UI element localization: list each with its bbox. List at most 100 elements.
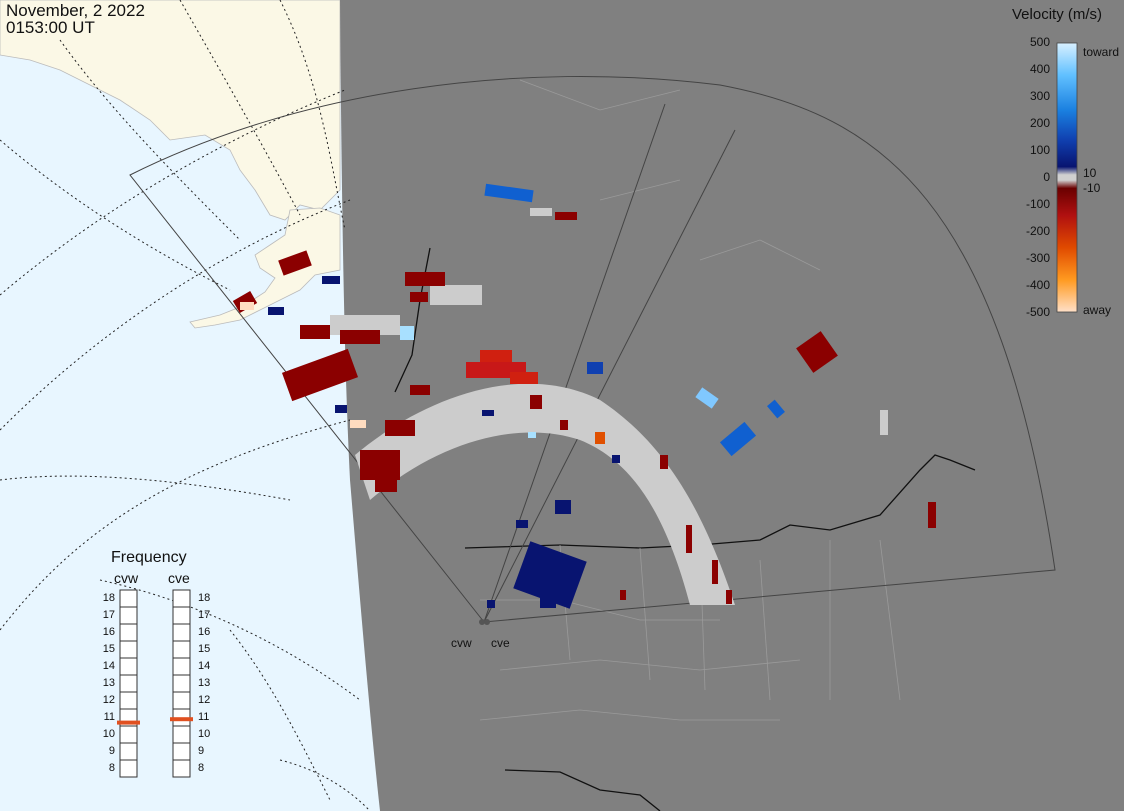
frequency-tick-label: 14 <box>198 660 211 672</box>
echo-cell <box>410 385 430 395</box>
echo-cell <box>767 399 785 419</box>
echo-cell <box>487 600 495 608</box>
echo-cell <box>612 455 620 463</box>
frequency-cell <box>172 623 191 642</box>
frequency-marker <box>170 717 193 722</box>
time-label: 0153:00 UT <box>6 18 95 37</box>
echo-cell <box>482 410 494 416</box>
frequency-tick-label: 12 <box>102 694 115 706</box>
ground-scatter <box>330 208 888 605</box>
frequency-marker <box>117 720 140 725</box>
frequency-tick-label: 15 <box>102 643 115 655</box>
radar-fov-outline <box>129 76 1056 623</box>
echo-cell <box>340 330 380 344</box>
echo-cell <box>300 325 330 339</box>
frequency-cell <box>119 606 138 625</box>
echo-cell <box>484 183 534 203</box>
frequency-cell <box>119 640 138 659</box>
threshold-neg-label: -10 <box>1083 181 1101 195</box>
frequency-cell <box>172 742 191 761</box>
velocity-tick-label: 300 <box>1029 89 1050 103</box>
echo-cell <box>350 420 366 428</box>
echo-cell <box>620 590 626 600</box>
frequency-scales <box>117 589 193 778</box>
frequency-radar-cvw: cvw <box>114 570 139 586</box>
away-label: away <box>1083 303 1112 317</box>
velocity-tick-label: 0 <box>1043 170 1050 184</box>
echo-cell <box>555 212 577 220</box>
velocity-tick-label: -400 <box>1025 278 1050 292</box>
frequency-cell <box>119 623 138 642</box>
frequency-cell <box>119 691 138 710</box>
frequency-tick-label: 15 <box>198 643 211 655</box>
date-label: November, 2 2022 <box>6 1 145 20</box>
echo-cell <box>686 525 692 553</box>
frequency-cell <box>119 742 138 761</box>
velocity-tick-label: 100 <box>1029 143 1050 157</box>
velocity-tick-label: -500 <box>1025 305 1050 319</box>
frequency-tick-label: 17 <box>102 609 115 621</box>
frequency-cell <box>119 759 138 778</box>
velocity-colorbar <box>1056 42 1078 313</box>
echo-cell <box>719 421 757 457</box>
night-region <box>340 0 1124 811</box>
echo-cell <box>385 420 415 436</box>
frequency-cell <box>172 674 191 693</box>
velocity-tick-label: -300 <box>1025 251 1050 265</box>
frequency-tick-label: 13 <box>198 677 211 689</box>
frequency-cell <box>172 640 191 659</box>
radar-label-cve: cve <box>491 636 510 650</box>
echo-cell <box>510 372 538 384</box>
alaska-peninsula <box>189 207 341 329</box>
velocity-tick-label: 400 <box>1029 62 1050 76</box>
echo-cell <box>375 480 397 492</box>
frequency-cell <box>172 657 191 676</box>
frequency-tick-label: 9 <box>198 745 205 757</box>
frequency-tick-label: 14 <box>102 660 115 672</box>
echo-cell <box>530 395 542 409</box>
frequency-tick-label: 8 <box>198 762 205 774</box>
velocity-echoes <box>232 183 936 609</box>
frequency-cell <box>119 589 138 608</box>
frequency-cell <box>172 589 191 608</box>
echo-cell <box>360 450 400 480</box>
frequency-tick-label: 8 <box>108 762 115 774</box>
echo-cell <box>555 500 571 514</box>
echo-cell <box>278 250 312 276</box>
threshold-pos-label: 10 <box>1083 166 1097 180</box>
coordinate-grid <box>0 0 371 811</box>
echo-cell <box>928 502 936 528</box>
velocity-tick-label: -100 <box>1025 197 1050 211</box>
frequency-tick-label: 18 <box>198 592 211 604</box>
frequency-cell <box>119 657 138 676</box>
frequency-tick-label: 10 <box>198 728 211 740</box>
echo-cell <box>516 520 528 528</box>
echo-cell <box>796 331 838 373</box>
echo-cell <box>660 455 668 469</box>
frequency-tick-label: 10 <box>102 728 115 740</box>
frequency-cell <box>119 674 138 693</box>
frequency-tick-label: 16 <box>198 626 211 638</box>
echo-cell <box>528 432 536 438</box>
echo-cell <box>322 276 340 284</box>
echo-cell <box>400 326 414 340</box>
frequency-cell <box>172 606 191 625</box>
echo-cell <box>695 387 719 409</box>
echo-cell <box>335 405 347 413</box>
frequency-tick-label: 11 <box>198 711 210 723</box>
echo-cell <box>410 292 428 302</box>
echo-cell <box>595 432 605 444</box>
echo-cell <box>480 350 512 362</box>
echo-cell <box>281 348 359 402</box>
frequency-radar-cve: cve <box>168 570 190 586</box>
frequency-tick-label: 13 <box>102 677 115 689</box>
echo-cell <box>726 590 732 604</box>
echo-cell <box>240 302 254 310</box>
velocity-tick-label: 500 <box>1029 35 1050 49</box>
echo-cell <box>405 272 445 286</box>
frequency-title: Frequency <box>111 549 187 566</box>
echo-cell <box>560 420 568 430</box>
frequency-tick-label: 17 <box>198 609 211 621</box>
radar-site-markers <box>479 619 490 625</box>
